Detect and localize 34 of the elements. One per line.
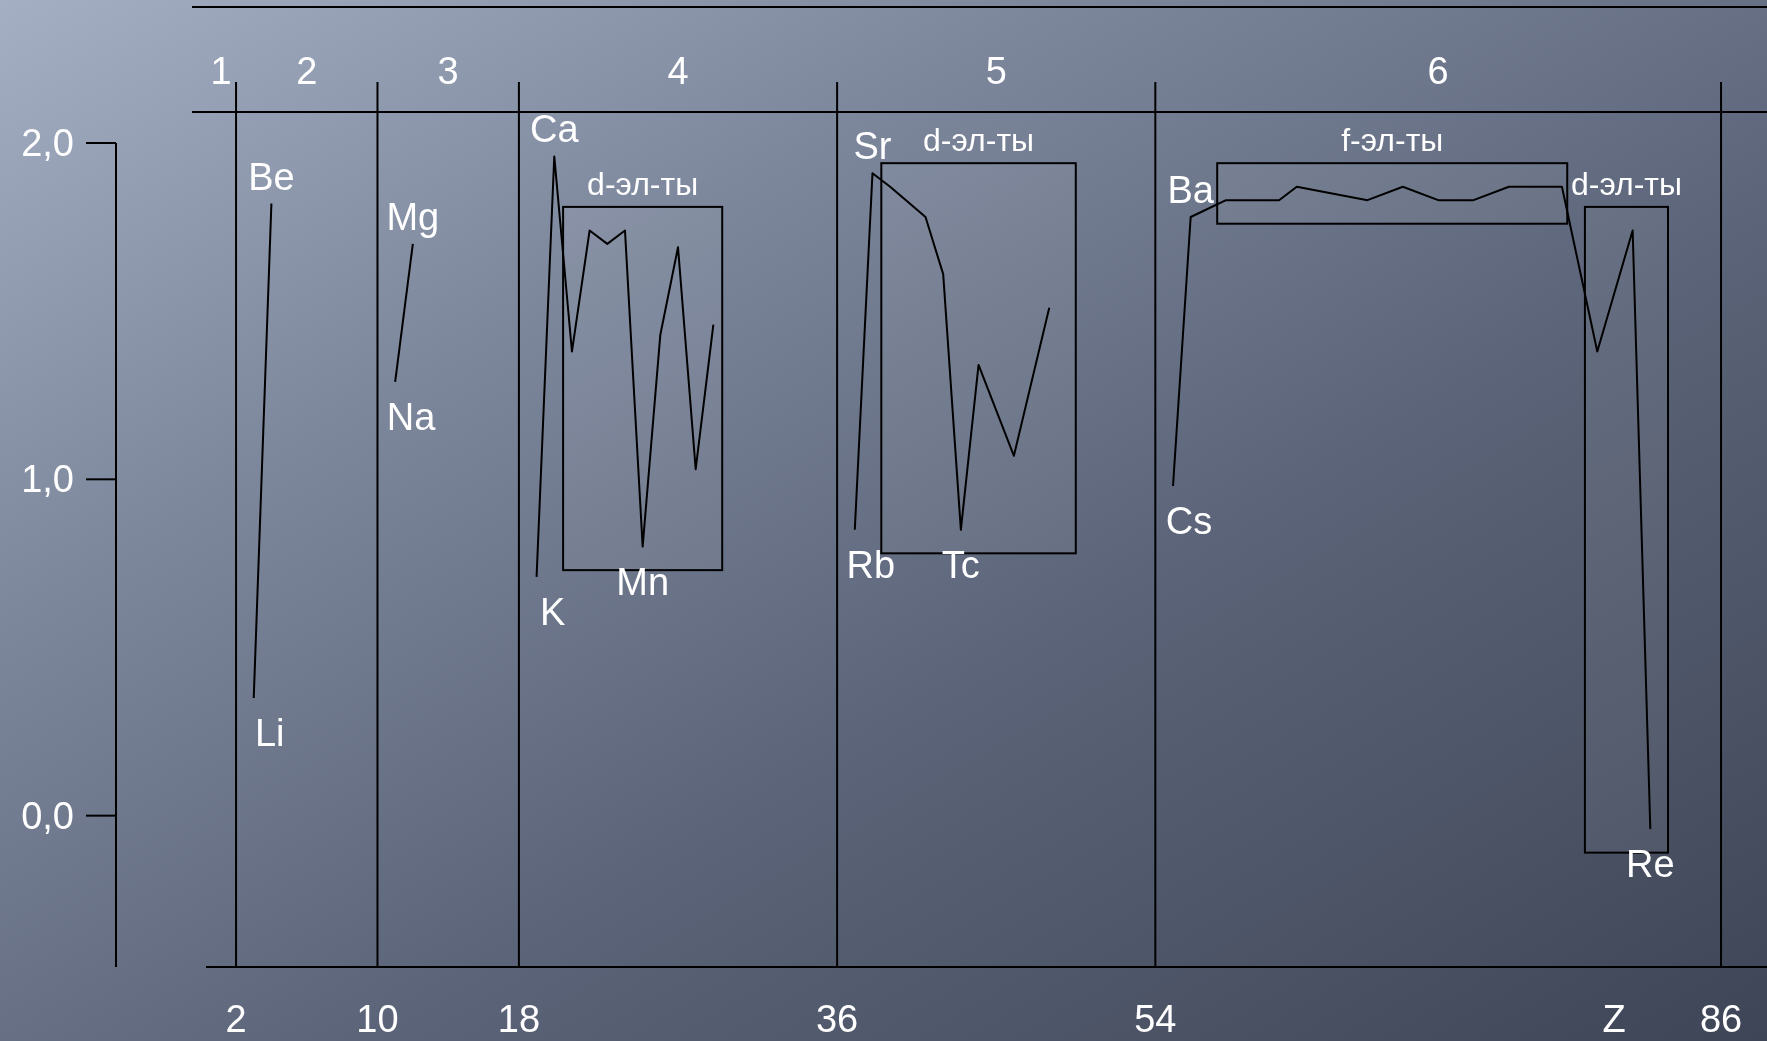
x-tick-label: 54 — [1134, 998, 1177, 1040]
annotation: Rb — [846, 543, 896, 586]
y-tick-label: 0,0 — [21, 794, 74, 837]
x-tick-label: 2 — [225, 998, 247, 1040]
annotation: Re — [1626, 843, 1675, 886]
x-tick-label: 18 — [497, 998, 541, 1040]
annotation: Mg — [386, 195, 440, 238]
annotation: Li — [254, 711, 285, 754]
annotation: K — [539, 590, 566, 633]
annotation: Ca — [529, 108, 580, 151]
x-tick-label: 10 — [356, 998, 399, 1040]
band-label: d-эл-ты — [923, 122, 1035, 159]
x-tick-label: 86 — [1699, 998, 1743, 1040]
annotation: Ba — [1167, 168, 1215, 211]
text: 4 — [667, 50, 689, 92]
band-label: d-эл-ты — [587, 165, 699, 202]
annotation: Mn — [616, 560, 670, 603]
annotation: Na — [386, 395, 437, 438]
y-tick-label: 2,0 — [21, 122, 74, 164]
annotation: Tc — [941, 543, 980, 586]
text: 3 — [437, 50, 459, 92]
annotation: Be — [248, 155, 295, 198]
text: 6 — [1427, 50, 1449, 92]
text: 5 — [985, 50, 1007, 92]
band-label: f-эл-ты — [1341, 122, 1444, 159]
line-series — [853, 172, 1051, 531]
y-tick-label: 1,0 — [21, 458, 74, 501]
text: 1 — [210, 50, 232, 92]
annotation: Sr — [853, 125, 892, 168]
annotation: Cs — [1165, 500, 1213, 543]
text: 2 — [296, 50, 318, 92]
band-label: d-эл-ты — [1570, 165, 1682, 202]
x-axis-title: Z — [1602, 998, 1626, 1040]
x-tick-label: 36 — [815, 998, 859, 1040]
